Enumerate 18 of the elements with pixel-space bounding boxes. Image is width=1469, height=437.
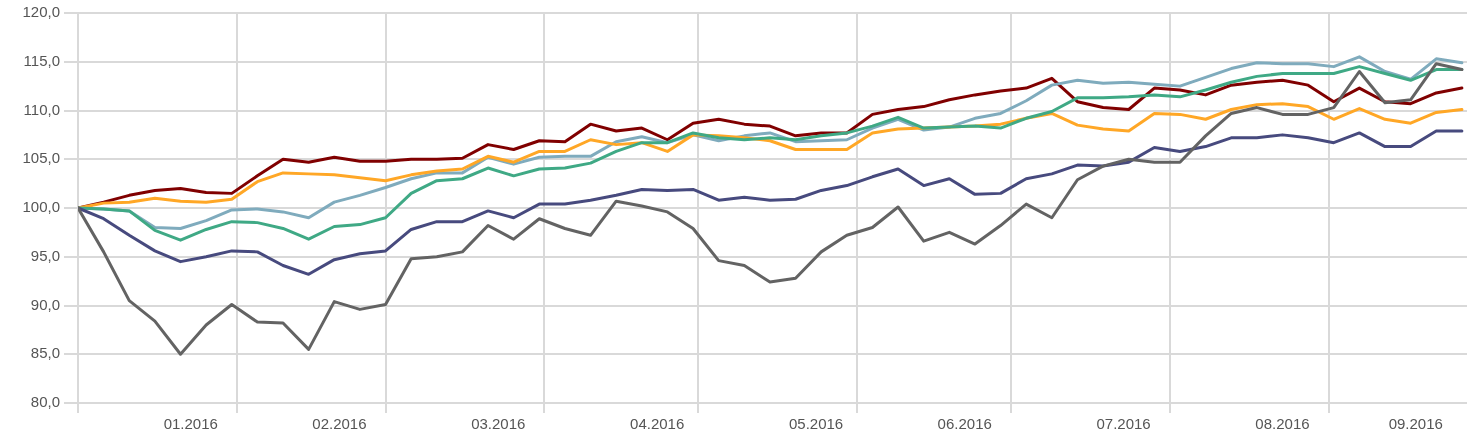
y-tick-label: 90,0 <box>30 295 60 313</box>
y-tick-label: 85,0 <box>30 344 60 362</box>
x-tick-label: 08.2016 <box>1255 415 1310 433</box>
x-tick-label: 01.2016 <box>163 415 218 433</box>
y-tick-label: 115,0 <box>23 51 60 69</box>
x-tick-label: 06.2016 <box>937 415 992 433</box>
x-tick-label: 05.2016 <box>788 415 844 433</box>
y-tick-label: 80,0 <box>30 393 60 411</box>
x-tick-label: 02.2016 <box>312 415 367 433</box>
y-tick-label: 110,0 <box>23 100 60 118</box>
x-tick-label: 03.2016 <box>471 415 526 433</box>
x-tick-label: 04.2016 <box>630 415 685 433</box>
y-tick-label: 120,0 <box>22 3 60 21</box>
y-tick-label: 95,0 <box>30 246 60 264</box>
x-tick-label: 09.2016 <box>1388 415 1443 433</box>
x-tick-label: 07.2016 <box>1096 415 1151 433</box>
y-tick-label: 100,0 <box>22 198 60 216</box>
y-tick-label: 105,0 <box>22 149 60 167</box>
